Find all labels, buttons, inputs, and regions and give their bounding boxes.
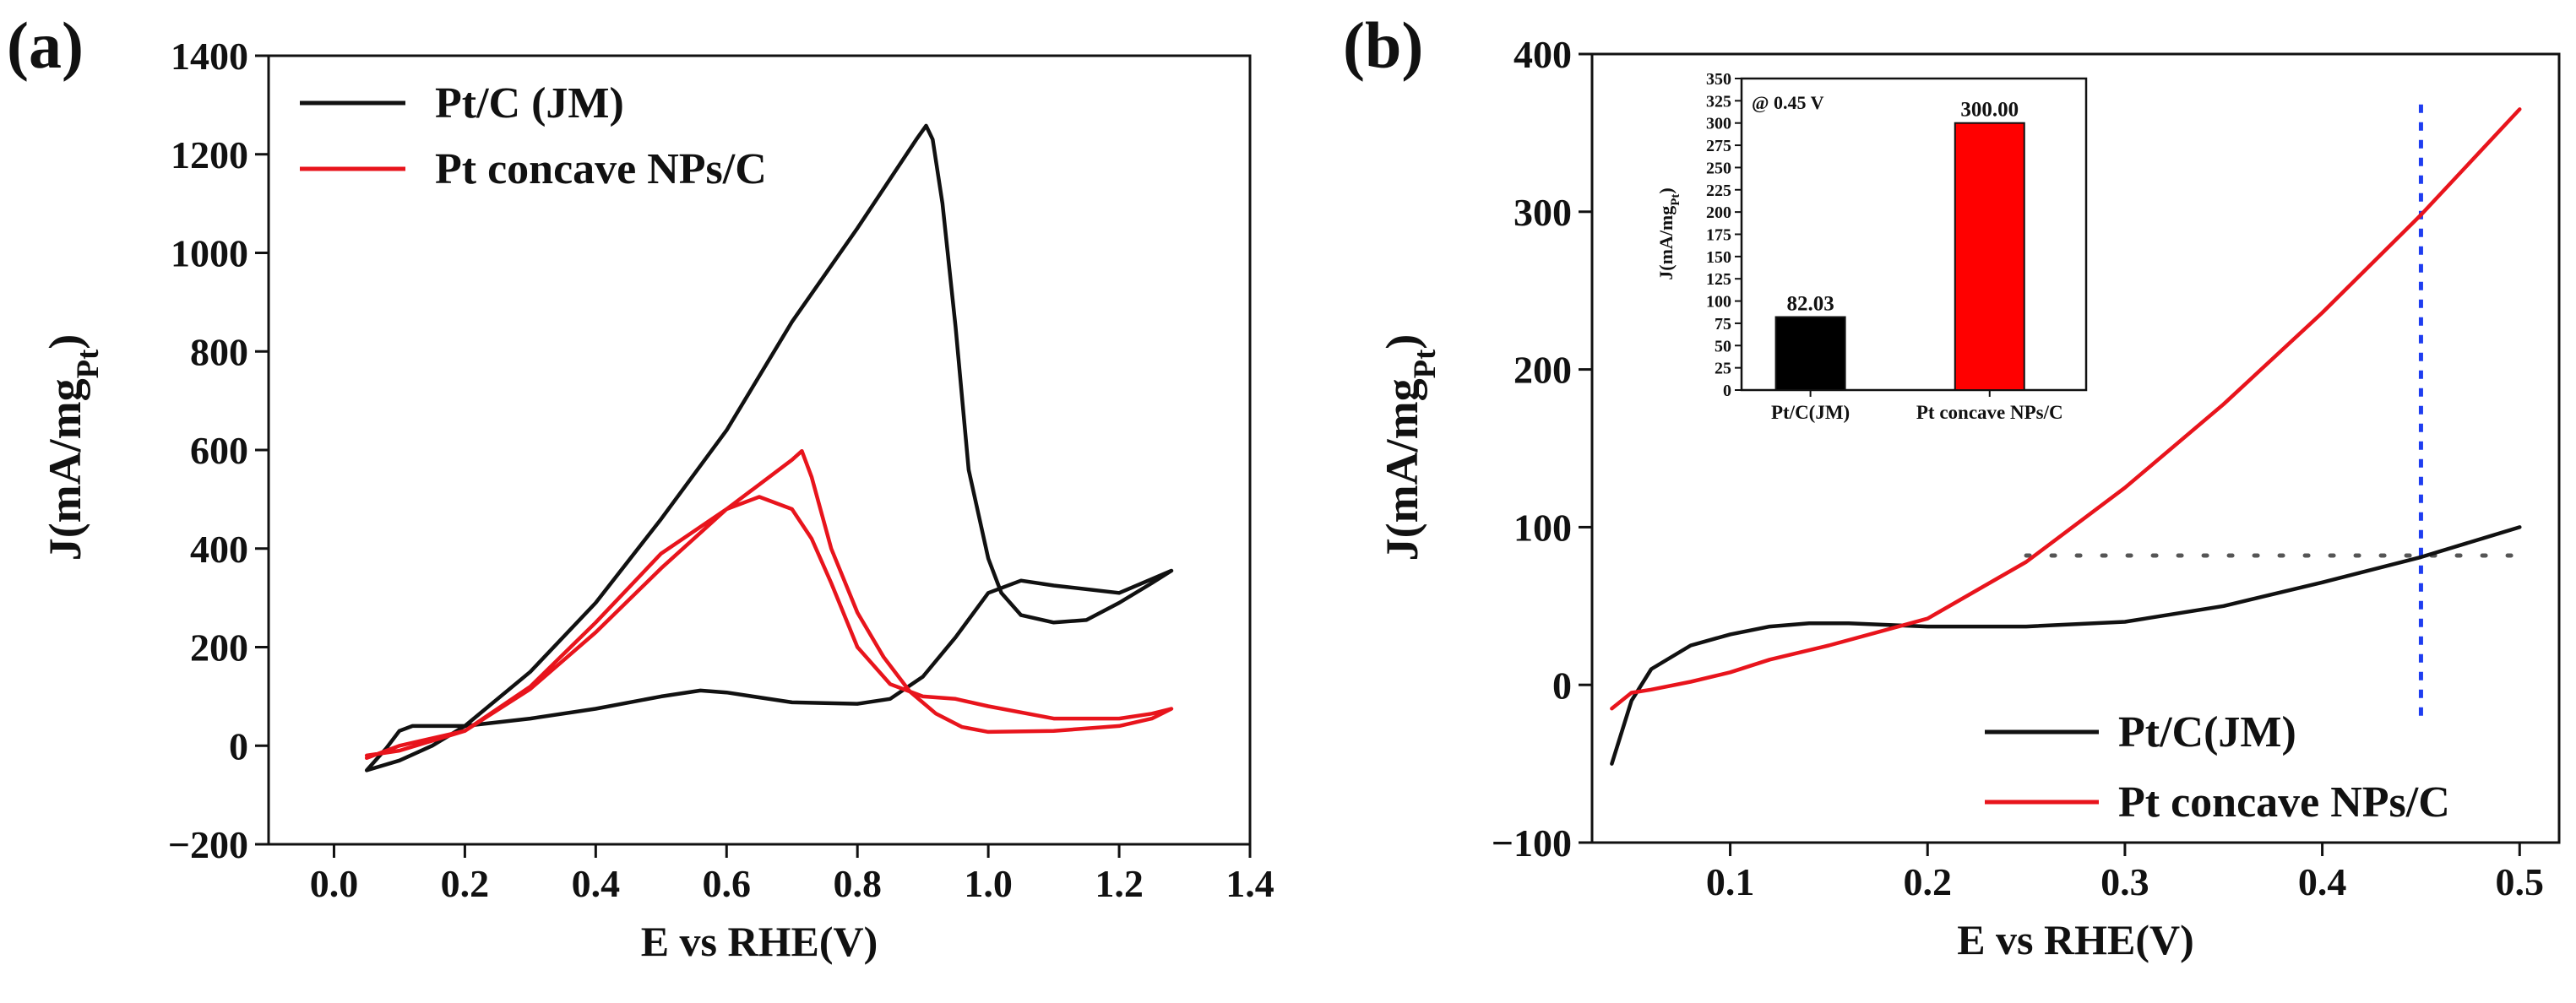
inset-y-axis-label: J(mA/mgPt) [1655, 187, 1682, 279]
a-x-tick-label: 0.4 [572, 862, 621, 905]
inset-y-tick-label: 250 [1706, 159, 1731, 177]
b-y-tick-label: 400 [1514, 33, 1572, 76]
b-x-tick-label: 0.3 [2100, 860, 2149, 903]
inset-y-tick-label: 350 [1706, 70, 1731, 89]
inset-y-tick-label: 125 [1706, 270, 1731, 289]
b-legend-label: Pt/C(JM) [2118, 708, 2296, 756]
a-legend-label: Pt/C (JM) [435, 79, 624, 127]
b-x-tick-label: 0.2 [1903, 860, 1952, 903]
b-series-line-pt-concave [1610, 107, 2522, 711]
a-x-tick-label: 1.4 [1226, 862, 1274, 905]
a-x-tick-label: 1.0 [964, 862, 1013, 905]
panel-b-label: (b) [1343, 8, 1423, 82]
a-legend-label: Pt concave NPs/C [435, 145, 767, 193]
a-x-tick-label: 0.0 [310, 862, 359, 905]
a-y-tick-label: 1200 [171, 133, 248, 176]
a-x-tick-label: 1.2 [1095, 862, 1144, 905]
inset-y-tick-label: 275 [1706, 137, 1731, 155]
b-x-tick-label: 0.4 [2298, 860, 2347, 903]
a-y-tick-label: 1400 [171, 35, 248, 78]
a-series-line-pt-concave [364, 448, 1174, 761]
b-y-tick-label: −100 [1492, 821, 1572, 865]
inset-y-tick-label: 200 [1706, 203, 1731, 222]
b-x-tick-label: 0.1 [1706, 860, 1755, 903]
inset-y-tick-label: 0 [1723, 382, 1731, 400]
inset-y-tick-label: 100 [1706, 293, 1731, 312]
a-y-axis-label: J(mA/mgPt) [40, 334, 105, 561]
panel-a-label: (a) [7, 8, 84, 82]
inset-annotation: @ 0.45 V [1752, 92, 1824, 113]
inset-y-tick-label: 150 [1706, 248, 1731, 267]
inset-bar-value-label: 82.03 [1786, 293, 1834, 316]
b-y-axis-label: J(mA/mgPt) [1377, 334, 1442, 561]
chart-b: 0.1 0.2 0.3 0.4 0.5 −100 0 100 200 300 400 E vs RHE… [1377, 33, 2561, 963]
inset-bar-ptc-jm [1774, 316, 1846, 391]
a-y-tick-label: 1000 [171, 232, 248, 275]
b-x-axis-label: E vs RHE(V) [1957, 916, 2194, 963]
inset-y-tick-label: 325 [1706, 92, 1731, 111]
inset-y-tick-label: 300 [1706, 115, 1731, 133]
inset-bar-pt-concave [1954, 122, 2025, 391]
b-series-line-ptc-jm [1610, 525, 2522, 766]
b-x-tick-label: 0.5 [2496, 860, 2545, 903]
a-x-axis-label: E vs RHE(V) [641, 918, 878, 965]
a-x-tick-label: 0.2 [441, 862, 490, 905]
inset-category-label: Pt/C(JM) [1771, 402, 1850, 423]
a-x-tick-label: 0.6 [703, 862, 752, 905]
b-y-tick-label: 300 [1514, 191, 1572, 234]
b-y-tick-label: 200 [1514, 349, 1572, 392]
b-legend-label: Pt concave NPs/C [2118, 778, 2450, 827]
inset-y-tick-label: 225 [1706, 182, 1731, 200]
a-y-tick-label: 0 [229, 724, 248, 767]
inset-bar-value-label: 300.00 [1960, 99, 2019, 122]
inset-category-label: Pt concave NPs/C [1916, 402, 2063, 423]
a-y-tick-label: 200 [190, 626, 248, 670]
a-x-tick-label: 0.8 [833, 862, 882, 905]
a-y-tick-label: 600 [190, 429, 248, 472]
inset-y-tick-label: 175 [1706, 226, 1731, 245]
b-y-tick-label: 0 [1552, 664, 1572, 707]
b-y-tick-label: 100 [1514, 507, 1572, 550]
b-plot-frame [1590, 52, 2561, 844]
a-y-tick-label: −200 [168, 823, 248, 866]
a-y-tick-label: 800 [190, 330, 248, 373]
a-y-tick-label: 400 [190, 528, 248, 571]
chart-a: 0.0 0.2 0.4 0.6 0.8 1.0 1.2 1.4 −200 0 200 400 600 80… [40, 35, 1274, 965]
inset-y-tick-label: 25 [1715, 360, 1731, 378]
inset-y-tick-label: 50 [1715, 337, 1731, 355]
a-series-line-ptc-jm [364, 123, 1174, 773]
inset-y-tick-label: 75 [1715, 315, 1731, 333]
